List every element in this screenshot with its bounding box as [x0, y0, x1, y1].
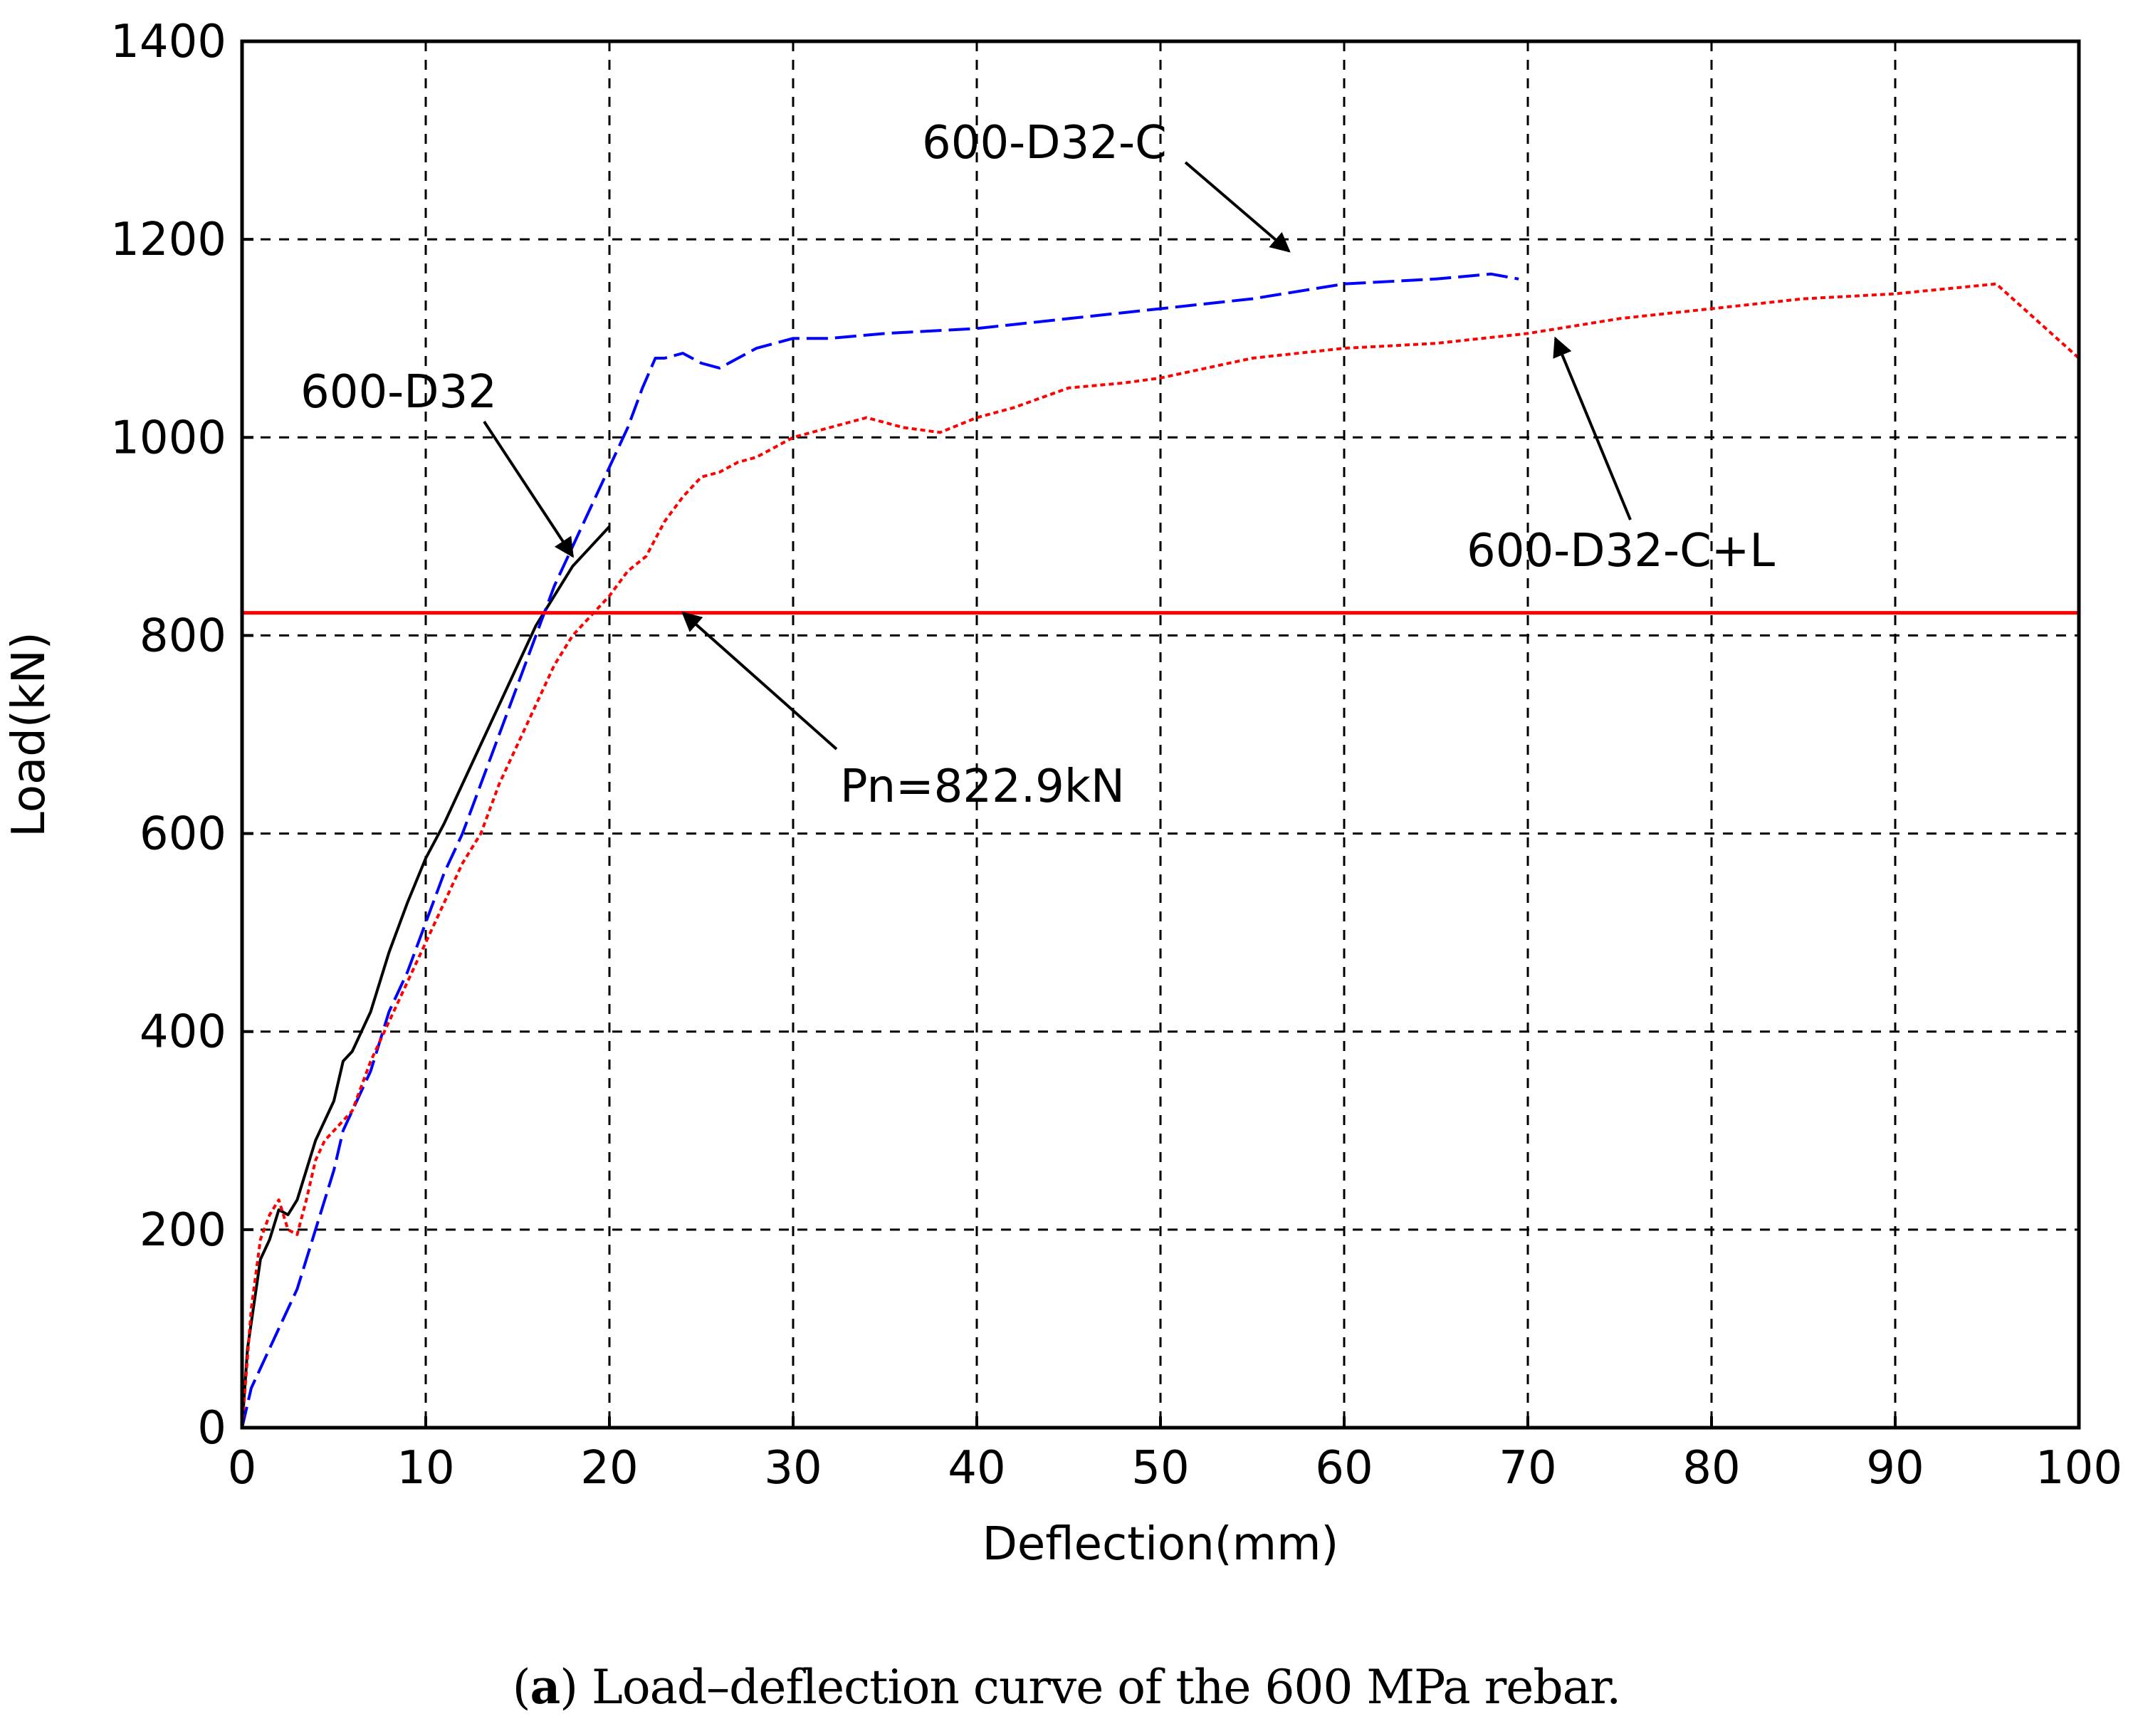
gridlines	[242, 41, 2079, 1428]
x-tick-label: 70	[1499, 1442, 1556, 1495]
series-600-d32-line	[241, 525, 611, 1428]
y-tick-label: 0	[197, 1402, 226, 1455]
y-tick-label: 400	[140, 1006, 226, 1059]
x-tick-label: 50	[1131, 1442, 1189, 1495]
annotation-arrow	[483, 420, 575, 558]
x-tick-label: 90	[1866, 1442, 1924, 1495]
series-600-d32-c-l-line	[241, 282, 2080, 1428]
caption-open-paren: (	[512, 1660, 531, 1715]
annotation-arrow	[1184, 161, 1291, 253]
figure-caption: (a) Load–deflection curve of the 600 MPa…	[0, 1659, 2133, 1715]
y-tick-label: 800	[140, 610, 226, 662]
annotation-label: 600-D32	[300, 366, 497, 419]
y-tick-label: 1400	[110, 16, 226, 68]
annotation-label: Pn=822.9kN	[840, 760, 1125, 813]
x-tick-label: 80	[1682, 1442, 1740, 1495]
x-tick-label: 10	[397, 1442, 454, 1495]
x-tick-label: 100	[2035, 1442, 2122, 1495]
y-tick-label: 600	[140, 808, 226, 861]
y-axis-label: Load(kN)	[3, 632, 56, 837]
x-tick-label: 0	[228, 1442, 257, 1495]
annotation-arrow	[681, 611, 838, 751]
x-tick-label: 60	[1315, 1442, 1373, 1495]
tick-labels: 0 10 20 30 40 50 60 70 80 90 100020040060080010001…	[110, 16, 2122, 1495]
x-axis-label: Deflection(mm)	[982, 1518, 1339, 1571]
caption-close-paren: )	[560, 1660, 578, 1715]
x-tick-label: 20	[580, 1442, 638, 1495]
y-tick-label: 1000	[110, 412, 226, 464]
annotation-arrow	[1553, 336, 1632, 521]
annotation-label: 600-D32-C	[922, 117, 1167, 169]
series-600-d32-c-line	[241, 272, 1519, 1428]
caption-text: Load–deflection curve of the 600 MPa reb…	[577, 1660, 1621, 1715]
x-tick-label: 40	[948, 1442, 1005, 1495]
annotations: 600-D32-C 600-D32 600-D32-C+L Pn=822.9kN	[300, 117, 1775, 813]
annotation-label: 600-D32-C+L	[1467, 525, 1775, 577]
series-lines	[241, 272, 2080, 1428]
y-tick-label: 200	[140, 1204, 226, 1257]
x-tick-label: 30	[764, 1442, 822, 1495]
caption-letter: a	[530, 1659, 561, 1715]
y-tick-label: 1200	[110, 214, 226, 266]
